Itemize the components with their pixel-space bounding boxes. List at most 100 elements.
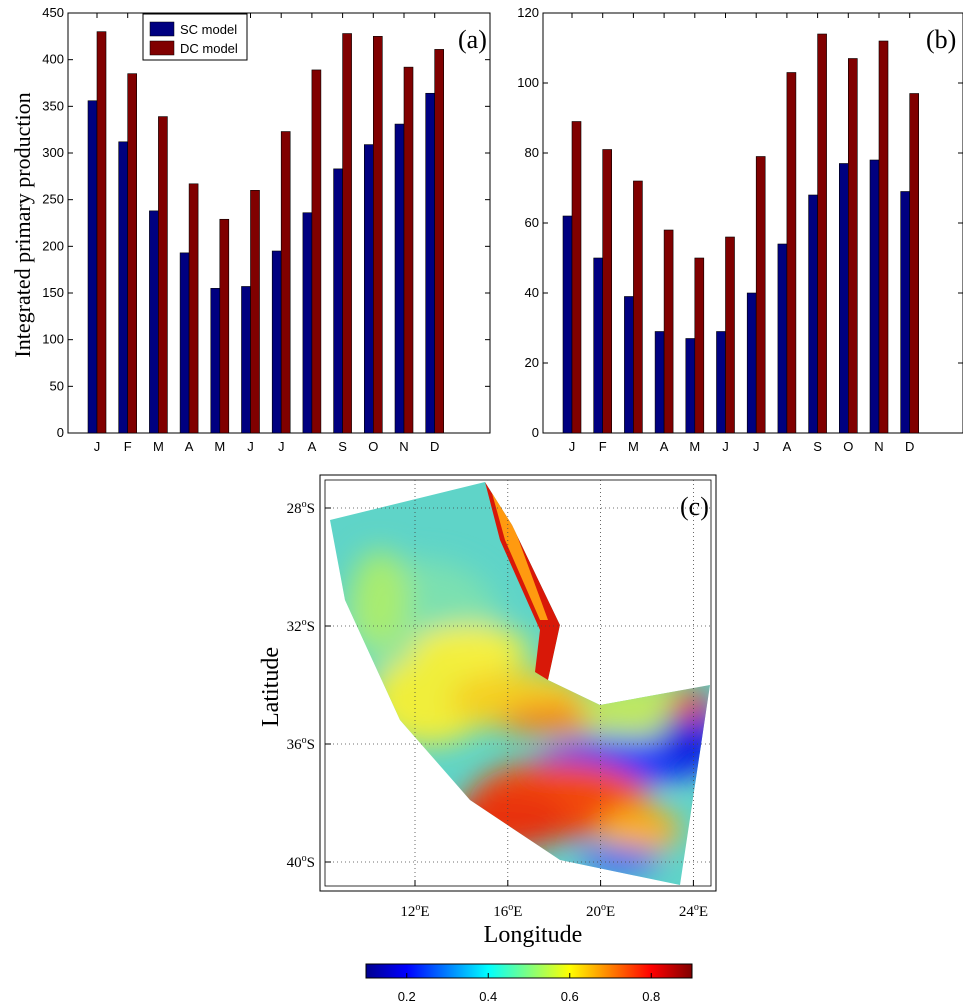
- map-xtick-label: 16oE: [493, 902, 522, 920]
- bar-sc-11: [394, 123, 405, 434]
- colorbar-tick-label: 0.4: [479, 989, 497, 1004]
- legend-swatch-sc: [149, 21, 175, 37]
- panel-a-tag: (a): [458, 25, 487, 54]
- ytick-label: 400: [42, 52, 64, 67]
- xtick-label: D: [905, 439, 914, 454]
- xtick-label: J: [722, 439, 729, 454]
- xtick-label: J: [569, 439, 576, 454]
- bar-sc-10: [363, 144, 374, 434]
- map-xtick-label: 12oE: [400, 902, 429, 920]
- panel-c-tag: (c): [680, 492, 709, 521]
- map-ylabel: Latitude: [258, 647, 284, 727]
- xtick-label: O: [368, 439, 378, 454]
- ytick-label: 20: [525, 355, 539, 370]
- bar-dc-12: [434, 49, 445, 434]
- colorbar-tick-label: 0.8: [642, 989, 660, 1004]
- bar-dc-6: [725, 236, 735, 434]
- bar-sc-7: [746, 292, 757, 434]
- xtick-label: F: [124, 439, 132, 454]
- bar-sc-2: [593, 257, 604, 434]
- xtick-label: J: [94, 439, 101, 454]
- panel-a-ylabel: Integrated primary production: [10, 92, 35, 357]
- ytick-label: 300: [42, 145, 64, 160]
- ytick-label: 0: [532, 425, 539, 440]
- bar-dc-10: [847, 58, 858, 434]
- bar-dc-4: [663, 229, 674, 434]
- bar-dc-11: [878, 40, 889, 434]
- bar-sc-1: [87, 100, 98, 434]
- xtick-label: A: [660, 439, 669, 454]
- bar-sc-2: [118, 141, 128, 434]
- bar-dc-2: [602, 149, 613, 434]
- ytick-label: 100: [517, 75, 539, 90]
- xtick-label: F: [599, 439, 607, 454]
- map-xlabel: Longitude: [484, 922, 583, 948]
- ytick-label: 450: [42, 5, 64, 20]
- ytick-label: 250: [42, 192, 64, 207]
- xtick-label: J: [278, 439, 285, 454]
- ytick-label: 350: [42, 98, 64, 113]
- bar-dc-1: [96, 31, 107, 434]
- bar-sc-8: [302, 212, 313, 434]
- bar-dc-6: [250, 190, 260, 434]
- bar-dc-7: [755, 156, 766, 434]
- map-frame-inner: [324, 479, 712, 887]
- ytick-label: 100: [42, 332, 64, 347]
- xtick-label: J: [247, 439, 254, 454]
- bar-dc-9: [817, 33, 827, 434]
- bar-sc-1: [562, 215, 573, 434]
- xtick-label: N: [874, 439, 883, 454]
- bar-sc-4: [179, 252, 190, 434]
- xtick-label: J: [753, 439, 760, 454]
- panel-b: 0 20 40 60 80 100 120 J F M A M J J A S O N D (b): [517, 5, 963, 454]
- xtick-label: A: [308, 439, 317, 454]
- panel-c: 12oE 16oE 20oE 24oE 28oS 32oS 36oS 40oS (c) Lon…: [258, 474, 717, 948]
- bar-sc-10: [838, 163, 849, 434]
- xtick-label: M: [628, 439, 639, 454]
- bar-dc-12: [909, 93, 920, 434]
- bar-dc-3: [158, 116, 168, 434]
- ytick-label: 0: [57, 425, 64, 440]
- xtick-label: M: [214, 439, 225, 454]
- bar-dc-10: [372, 36, 383, 434]
- bar-sc-5: [685, 338, 696, 434]
- bar-dc-8: [786, 72, 797, 434]
- xtick-label: N: [399, 439, 408, 454]
- bar-dc-5: [219, 218, 230, 434]
- bar-sc-8: [777, 243, 788, 434]
- xtick-label: O: [843, 439, 853, 454]
- bar-sc-9: [808, 194, 818, 434]
- colorbar: 0.2 0.4 0.6 0.8: [365, 963, 693, 1004]
- xtick-label: A: [783, 439, 792, 454]
- xtick-label: D: [430, 439, 439, 454]
- bar-dc-11: [403, 66, 414, 434]
- colorbar-tick-label: 0.6: [561, 989, 579, 1004]
- map-ytick-label: 28oS: [287, 499, 315, 517]
- legend-label-dc: DC model: [180, 41, 238, 56]
- ytick-label: 150: [42, 285, 64, 300]
- bar-dc-9: [342, 33, 352, 434]
- ytick-label: 80: [525, 145, 539, 160]
- ytick-label: 60: [525, 215, 539, 230]
- map-xtick-label: 20oE: [586, 902, 615, 920]
- bar-sc-5: [210, 288, 221, 434]
- ytick-label: 120: [517, 5, 539, 20]
- bar-dc-2: [127, 73, 137, 434]
- xtick-label: M: [689, 439, 700, 454]
- ytick-label: 200: [42, 238, 64, 253]
- bar-dc-1: [571, 121, 582, 434]
- map-xtick-label: 24oE: [679, 902, 708, 920]
- xtick-label: S: [338, 439, 347, 454]
- ytick-label: 50: [50, 378, 64, 393]
- xtick-label: A: [185, 439, 194, 454]
- legend-label-sc: SC model: [180, 22, 237, 37]
- bar-dc-8: [311, 69, 322, 434]
- bar-dc-3: [633, 180, 643, 434]
- bar-sc-6: [241, 286, 251, 434]
- bar-sc-7: [271, 250, 282, 434]
- bar-dc-5: [694, 257, 705, 434]
- legend: SC model DC model: [142, 13, 248, 61]
- bar-sc-9: [333, 168, 343, 434]
